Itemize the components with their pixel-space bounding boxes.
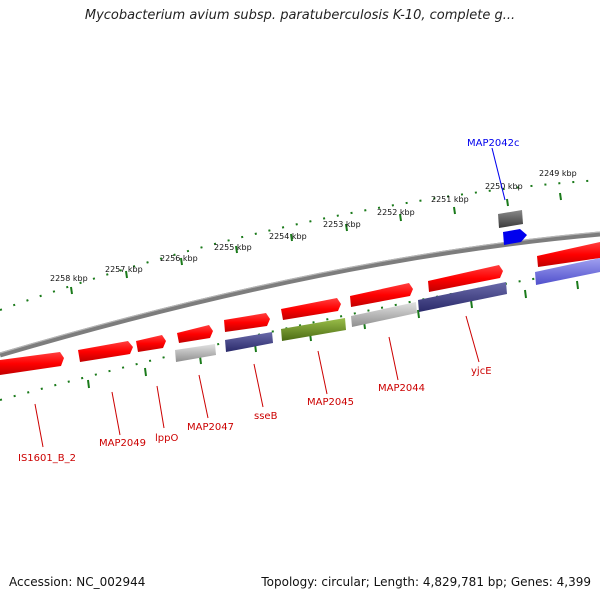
gene-label-map2049[interactable]: MAP2049 [99,438,146,449]
scale-label: 2256 kbp [160,254,198,263]
gc-block [225,332,273,352]
cds-arrow-yjce[interactable] [428,265,503,292]
gene-label-is1601[interactable]: IS1601_B_2 [18,453,76,464]
cds-arrow-sseb[interactable] [224,313,270,332]
inner-major-ticks [87,280,579,389]
cds-arrow-map2047[interactable] [177,325,213,343]
leader-line [491,147,506,201]
gc-segment-dark [498,210,523,228]
outer-major-ticks [70,192,562,295]
cds-arrow-map2045[interactable] [281,298,341,320]
scale-label: 2254 kbp [269,232,307,241]
leader-line [198,374,209,419]
map-title: Mycobacterium avium subsp. paratuberculo… [84,8,516,23]
cds-track [0,242,600,375]
scale-label: 2258 kbp [50,274,88,283]
leader-line [253,363,264,408]
gene-label-yjce[interactable]: yjcE [471,366,492,377]
gc-block [535,258,600,285]
category-track [175,258,600,362]
scale-label: 2249 kbp [539,169,577,178]
scale-label: 2250 kbp [485,182,523,191]
gc-block [175,344,216,362]
scale-label: 2253 kbp [323,220,361,229]
scale-label: 2251 kbp [431,195,469,204]
cds-arrow-map2049[interactable] [78,341,133,362]
leader-line [317,350,328,395]
topology-summary: Topology: circular; Length: 4,829,781 bp… [261,575,591,589]
scale-label: 2255 kbp [214,243,252,252]
gene-label-lppo[interactable]: lppO [155,433,178,444]
leader-line [156,385,165,429]
cds-arrow-map2044[interactable] [350,283,413,307]
gene-label-map2042c[interactable]: MAP2042c [467,138,519,149]
accession-text: Accession: NC_002944 [9,575,146,589]
cds-arrow-blue [503,229,527,245]
leader-line [34,403,44,448]
gene-label-map2044[interactable]: MAP2044 [378,383,425,394]
cds-arrow-lppo[interactable] [136,335,166,352]
gene-label-sseb[interactable]: sseB [254,411,278,422]
scale-label: 2252 kbp [377,208,415,217]
gene-feature-map2042c[interactable] [498,210,527,245]
gc-block [351,302,417,327]
outer-tick-track [0,179,600,311]
cds-arrow-is1601[interactable] [0,352,64,375]
gene-label-map2045[interactable]: MAP2045 [307,397,354,408]
leader-line [111,391,121,436]
cds-arrow-right[interactable] [537,242,600,267]
gc-block [281,318,346,341]
gc-block [418,282,507,312]
leader-line [388,336,399,381]
scale-label: 2257 kbp [105,265,143,274]
gene-label-map2047[interactable]: MAP2047 [187,422,234,433]
leader-line [465,315,480,363]
backbone-track [0,231,600,358]
